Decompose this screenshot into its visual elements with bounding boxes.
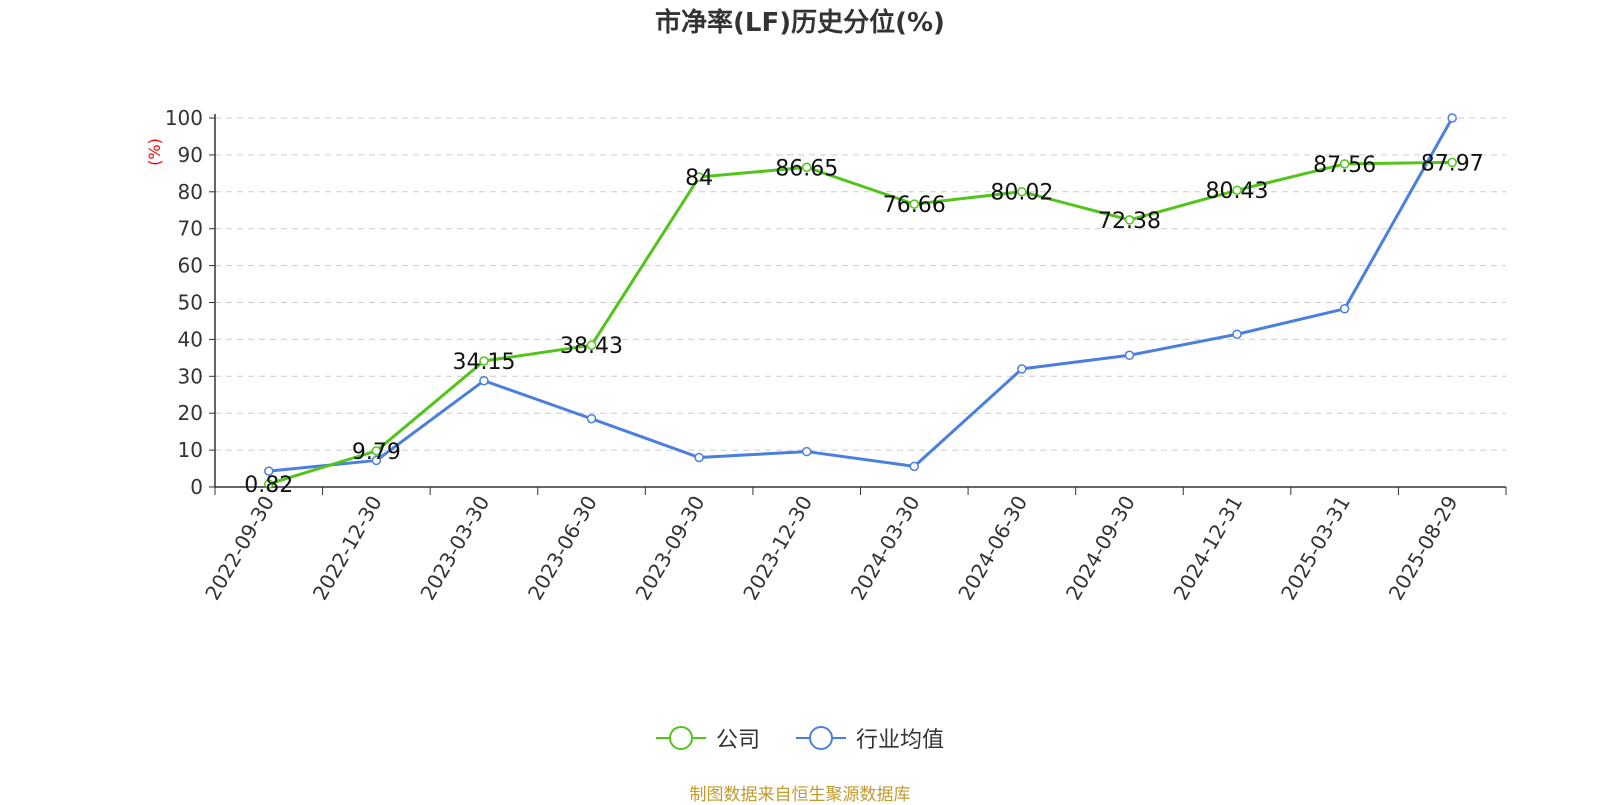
data-label: 86.65 (775, 156, 838, 181)
data-point-industry (264, 466, 274, 476)
data-point-industry (1017, 364, 1027, 374)
data-point-industry (586, 413, 597, 424)
data-point-industry (1232, 329, 1242, 339)
x-tick-label: 2022-09-30 (200, 492, 279, 605)
y-tick-label: 40 (178, 327, 203, 351)
series-line-company (268, 160, 1453, 486)
source-note: 制图数据来自恒生聚源数据库 (689, 785, 911, 805)
data-label: 72.38 (1098, 209, 1161, 234)
y-tick-label: 70 (178, 217, 203, 241)
legend-item-industry[interactable]: 行业均值 (796, 722, 944, 754)
data-point-company (264, 479, 274, 489)
data-point-industry (801, 446, 812, 457)
y-tick-label: 10 (178, 438, 203, 462)
x-tick-label: 2022-12-30 (308, 492, 387, 605)
data-label: 0.82 (244, 473, 293, 498)
y-tick-label: 50 (178, 291, 203, 315)
legend-industry-label: 行业均值 (856, 728, 945, 753)
data-point-company (694, 172, 704, 182)
data-label: 38.43 (560, 334, 623, 359)
y-tick-label: 60 (178, 254, 203, 278)
y-tick-label: 20 (178, 401, 203, 425)
legend: 公司 行业均值 (0, 722, 1600, 754)
data-point-industry (909, 461, 920, 472)
data-point-company (801, 162, 812, 173)
x-tick-label: 2024-09-30 (1061, 492, 1140, 605)
data-point-industry (1447, 113, 1457, 123)
y-tick-label: 80 (178, 180, 203, 204)
data-point-industry (694, 452, 704, 463)
data-point-company (1124, 215, 1135, 225)
chart-title: 市净率(LF)历史分位(%) (655, 8, 945, 38)
data-point-company (1017, 186, 1027, 197)
data-label: 80.02 (990, 181, 1053, 206)
legend-company-marker (655, 726, 706, 750)
data-point-company (586, 340, 597, 350)
y-tick-label: 0 (190, 475, 203, 499)
data-point-industry (371, 455, 382, 466)
y-axis-label: (%) (145, 138, 164, 166)
y-tick-label: 30 (178, 364, 203, 388)
data-label: 9.79 (352, 440, 401, 465)
legend-item-company[interactable]: 公司 (655, 722, 760, 754)
data-point-industry (479, 375, 489, 386)
x-tick-label: 2025-08-29 (1384, 492, 1463, 605)
data-point-company (909, 199, 920, 209)
series-line-industry (268, 117, 1454, 473)
legend-industry-marker (796, 726, 846, 750)
data-label: 84 (685, 166, 713, 191)
x-tick-label: 2023-06-30 (523, 492, 602, 605)
data-point-company (479, 356, 489, 366)
data-label: 87.56 (1313, 153, 1376, 178)
x-tick-label: 2023-09-30 (631, 492, 710, 605)
data-point-industry (1124, 350, 1135, 361)
x-tick-label: 2024-03-30 (846, 492, 925, 605)
y-tick-label: 90 (178, 143, 203, 167)
x-tick-label: 2023-03-30 (415, 492, 494, 605)
data-point-company (1447, 157, 1457, 168)
x-tick-label: 2024-06-30 (953, 492, 1032, 605)
legend-company-label: 公司 (715, 728, 760, 753)
data-point-company (371, 446, 382, 456)
data-label: 80.43 (1206, 179, 1269, 204)
y-tick-label: 100 (165, 106, 203, 130)
data-point-company (1232, 185, 1242, 195)
x-tick-label: 2025-03-31 (1276, 492, 1355, 605)
data-point-company (1339, 159, 1350, 169)
data-label: 76.66 (883, 193, 946, 218)
data-label: 34.15 (452, 350, 515, 375)
x-tick-label: 2024-12-31 (1168, 492, 1247, 605)
x-tick-label: 2023-12-30 (738, 492, 817, 605)
data-label: 87.97 (1421, 151, 1484, 176)
data-point-industry (1339, 304, 1350, 314)
